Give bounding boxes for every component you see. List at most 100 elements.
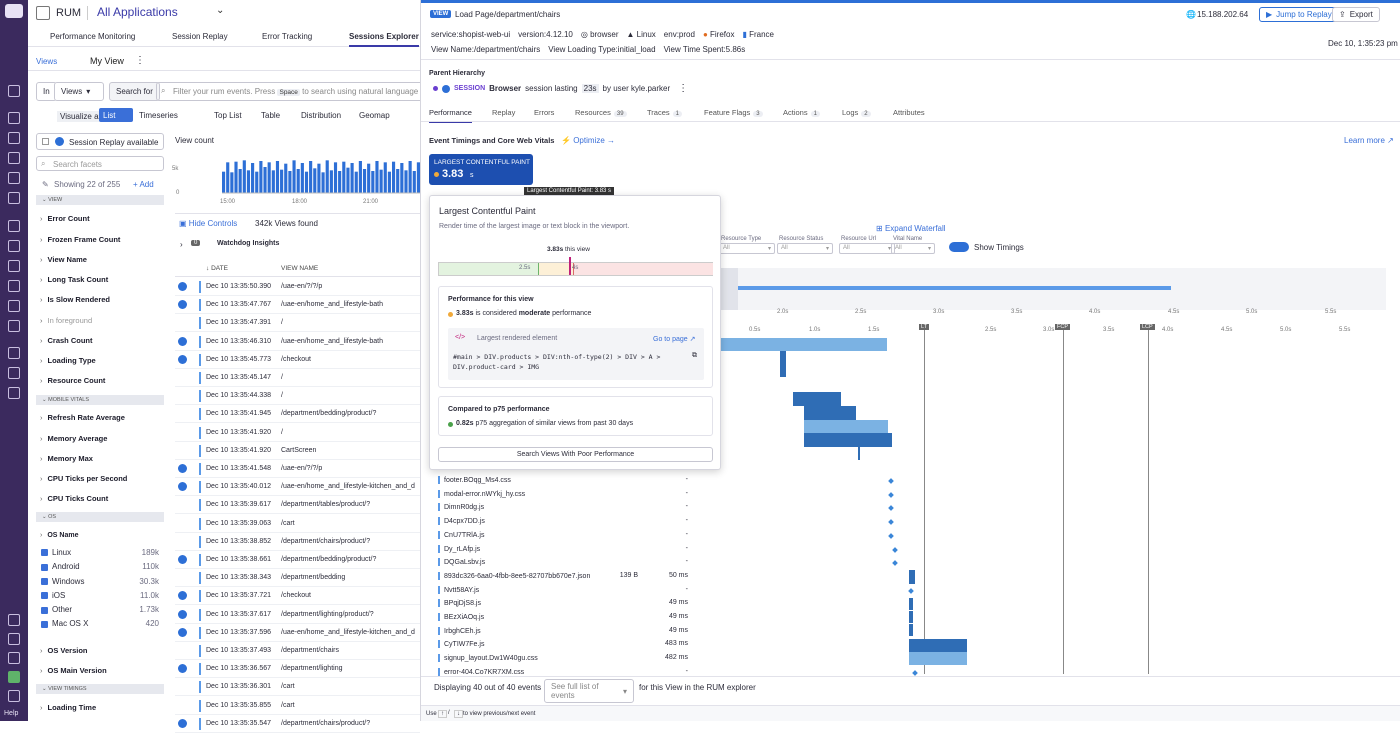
search-input[interactable]: ⌕ Filter your rum events. Press Space to… — [156, 82, 426, 101]
checkbox-checked-icon[interactable] — [41, 577, 48, 585]
resource-name[interactable]: signup_layout.Dw1W40gu.css — [438, 654, 538, 662]
go-to-page-link[interactable]: Go to page ↗ — [653, 335, 695, 343]
synthetics-icon[interactable] — [8, 280, 20, 292]
table-row[interactable]: Dec 10 13:35:45.773/checkout — [175, 351, 420, 369]
application-select[interactable]: All Applications ⌄ — [97, 5, 237, 21]
tab-session-replay[interactable]: Session Replay — [172, 32, 228, 41]
table-row[interactable]: Dec 10 13:35:38.343/department/bedding — [175, 569, 420, 588]
chart-bar[interactable] — [309, 161, 313, 193]
chart-bar[interactable] — [342, 161, 346, 193]
chart-bar[interactable] — [263, 167, 267, 193]
table-row[interactable]: Dec 10 13:35:47.391 / — [175, 314, 420, 333]
play-icon[interactable] — [178, 354, 187, 364]
chart-bar[interactable] — [338, 171, 342, 193]
checkbox-checked-icon[interactable] — [41, 620, 48, 628]
facet-long-task-count[interactable]: Long Task Count — [40, 275, 165, 284]
facet-view-name[interactable]: View Name — [40, 255, 165, 264]
visualize-geomap[interactable]: Geomap — [359, 111, 390, 120]
facet-memory-average[interactable]: Memory Average — [40, 434, 165, 443]
column-date[interactable]: ↓ DATE — [206, 265, 228, 272]
chart-bar[interactable] — [288, 171, 292, 193]
resource-name[interactable]: Nvtt58AY.js — [438, 586, 479, 594]
waterfall-bar[interactable] — [909, 570, 915, 584]
table-row[interactable]: Dec 10 13:35:36.567/department/lighting — [175, 660, 420, 679]
session-link[interactable]: SESSION Browser session lasting 23s by u… — [433, 83, 688, 94]
search-icon[interactable] — [8, 85, 20, 97]
resource-name[interactable]: DimnR0dg.js — [438, 503, 484, 511]
facet-in-foreground[interactable]: In foreground — [40, 316, 165, 325]
waterfall-bar[interactable] — [780, 364, 786, 377]
user-avatar[interactable] — [8, 671, 20, 683]
play-icon[interactable] — [178, 482, 187, 492]
table-row[interactable]: Dec 10 13:35:41.945/department/bedding/p… — [175, 405, 420, 424]
chart-bar[interactable] — [222, 171, 226, 193]
copy-icon[interactable]: ⧉ — [692, 352, 697, 359]
table-row[interactable]: Dec 10 13:35:35.855/cart — [175, 697, 420, 715]
chart-bar[interactable] — [329, 170, 333, 193]
waterfall-bar[interactable] — [780, 351, 786, 364]
chart-bar[interactable] — [412, 171, 416, 193]
optimize-link[interactable]: ⚡ Optimize → — [561, 136, 615, 145]
notebooks-icon[interactable] — [8, 367, 20, 379]
visualize-timeseries[interactable]: Timeseries — [139, 111, 178, 120]
facet-crash-count[interactable]: Crash Count — [40, 336, 165, 345]
scope-select[interactable]: Views ▾ — [54, 82, 104, 101]
infrastructure-icon[interactable] — [8, 387, 20, 399]
facet-os-name[interactable]: OS Name — [40, 532, 165, 539]
search-facets-input[interactable]: ⌕ Search facets — [36, 156, 164, 171]
filter-vital-name[interactable]: Vital Name All ▾ — [891, 236, 935, 254]
play-icon[interactable] — [178, 627, 187, 637]
chart-bar[interactable] — [267, 162, 271, 193]
tab-performance[interactable]: Performance — [429, 108, 472, 123]
facet-frozen-frame-count[interactable]: Frozen Frame Count — [40, 235, 165, 244]
play-icon[interactable] — [178, 300, 187, 310]
chart-bar[interactable] — [296, 169, 300, 193]
chart-bar[interactable] — [400, 163, 404, 193]
facet-cpu-ticks-per-second[interactable]: CPU Ticks per Second — [40, 474, 165, 483]
chart-bar[interactable] — [226, 162, 230, 193]
chart-bar[interactable] — [255, 171, 259, 193]
play-icon[interactable] — [178, 718, 187, 728]
chart-bar[interactable] — [379, 169, 383, 193]
play-icon[interactable] — [178, 609, 187, 619]
chart-bar[interactable] — [404, 170, 408, 193]
chart-bar[interactable] — [358, 161, 362, 193]
resource-name[interactable]: 893dc326-6aa0-4fbb-8ee5-82707bb670e7.jso… — [438, 572, 590, 580]
meta-time-spent[interactable]: View Time Spent:5.86s — [663, 45, 746, 54]
notifications-icon[interactable] — [8, 652, 20, 664]
table-row[interactable]: Dec 10 13:35:35.547/department/chairs/pr… — [175, 715, 420, 733]
meta-view-name[interactable]: View Name:/department/chairs — [431, 45, 541, 54]
waterfall-bar[interactable] — [793, 392, 841, 406]
tab-feature-flags[interactable]: Feature Flags 3 — [704, 108, 763, 117]
chart-bar[interactable] — [304, 171, 309, 193]
resource-name[interactable]: Dy_rLAfp.js — [438, 545, 480, 553]
learn-more-link[interactable]: Learn more ↗ — [1344, 136, 1394, 145]
my-view-label[interactable]: My View — [90, 56, 124, 66]
facet-resource-count[interactable]: Resource Count — [40, 376, 165, 385]
fcp-marker[interactable]: FCP — [1055, 324, 1070, 330]
play-icon[interactable] — [178, 591, 187, 601]
expand-waterfall-button[interactable]: ⊞ Expand Waterfall — [876, 224, 946, 233]
chart-bar[interactable] — [396, 169, 400, 193]
os-value-item[interactable]: Linux 189k — [41, 548, 159, 562]
resource-name[interactable]: BEzXiAOq.js — [438, 613, 484, 621]
tag-service[interactable]: service:shopist-web-ui — [431, 30, 511, 39]
tab-error-tracking[interactable]: Error Tracking — [262, 32, 313, 41]
chart-bar[interactable] — [371, 171, 375, 193]
tab-actions[interactable]: Actions 1 — [783, 108, 820, 117]
chart-bar[interactable] — [354, 171, 358, 193]
waterfall-bar[interactable] — [804, 433, 892, 447]
watchdog-insights[interactable]: › 0 Watchdog Insights — [175, 236, 420, 254]
show-timings-toggle[interactable] — [949, 242, 969, 252]
tab-performance-monitoring[interactable]: Performance Monitoring — [50, 32, 136, 41]
chart-bar[interactable] — [234, 161, 238, 193]
search-for-button[interactable]: Search for — [109, 82, 160, 101]
tag-country[interactable]: ▮ France — [742, 30, 774, 39]
chart-bar[interactable] — [238, 169, 242, 193]
play-icon[interactable] — [178, 464, 187, 473]
column-view-name[interactable]: VIEW NAME — [281, 265, 319, 272]
monitors-icon[interactable] — [8, 132, 20, 144]
checkbox-checked-icon[interactable] — [41, 563, 48, 571]
table-row[interactable]: Dec 10 13:35:45.147 / — [175, 369, 420, 387]
resource-name[interactable]: BPqjDjS8.js — [438, 599, 481, 607]
